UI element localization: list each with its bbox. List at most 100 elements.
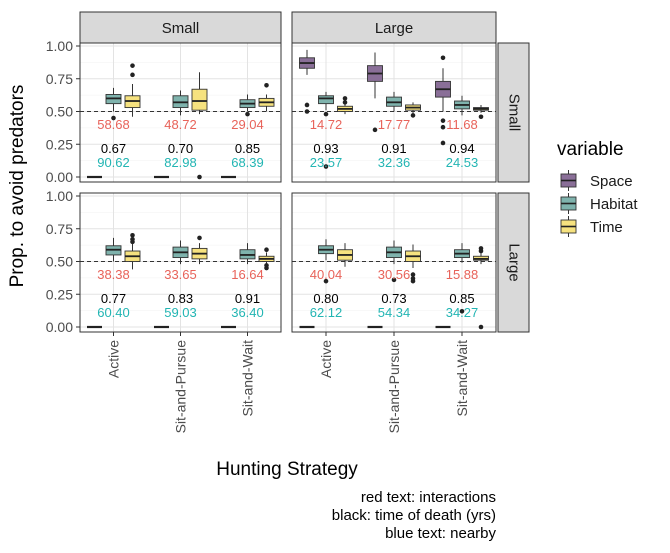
footnote-line: blue text: nearby (385, 525, 496, 542)
facet-strips: Small Large Small Large (79, 11, 530, 333)
label-nearby: 90.62 (97, 155, 130, 170)
footnote-line: black: time of death (yrs) (332, 507, 496, 524)
y-axes: 0.00 0.25 0.50 0.75 1.00 0.00 0.25 0.50 0.75 1.00 (46, 38, 80, 335)
legend-title: variable (557, 139, 624, 160)
y-tick-label: 0.75 (46, 221, 73, 237)
legend-key-time (557, 215, 580, 238)
box-outlier (478, 248, 484, 254)
box-outlier (323, 111, 329, 117)
box-outlier (410, 272, 416, 277)
label-time-of-death: 0.73 (381, 291, 406, 306)
box-outlier (197, 235, 202, 241)
col-strip (291, 11, 497, 44)
label-time-of-death: 0.70 (168, 141, 193, 156)
legend-label: Space (590, 173, 633, 190)
box-time (191, 88, 208, 111)
label-interactions: 30.56 (378, 267, 411, 282)
x-tick-label: Sit-and-Wait (240, 340, 256, 417)
row-strip (497, 42, 530, 183)
y-tick-label: 1.00 (46, 188, 73, 204)
y-tick-label: 0.50 (46, 254, 73, 270)
box-outlier (264, 265, 269, 271)
col-strip-label: Small (162, 20, 200, 37)
x-tick-label: Sit-and-Wait (454, 340, 470, 417)
y-tick-label: 1.00 (46, 38, 73, 54)
box-outlier (264, 247, 269, 253)
legend-label: Time (590, 219, 623, 236)
box-outlier (304, 102, 310, 108)
panels-layer: 58.680.6790.6248.720.7082.9829.040.8568.… (79, 42, 497, 333)
y-tick-label: 0.00 (46, 169, 73, 185)
label-nearby: 54.34 (378, 305, 411, 320)
box-outlier (130, 72, 135, 78)
x-tick-label: Sit-and-Pursue (386, 340, 402, 434)
label-time-of-death: 0.93 (313, 141, 338, 156)
label-interactions: 14.72 (310, 117, 343, 132)
box-outlier (197, 174, 202, 180)
box-outlier (478, 324, 484, 330)
label-nearby: 62.12 (310, 305, 343, 320)
label-interactions: 40.04 (310, 267, 343, 282)
box-outlier (323, 164, 329, 169)
y-axis-title: Prop. to avoid predators (7, 85, 28, 288)
y-tick-label: 0.25 (46, 286, 73, 302)
label-time-of-death: 0.91 (235, 291, 260, 306)
label-nearby: 36.40 (231, 305, 264, 320)
label-interactions: 17.77 (378, 117, 411, 132)
box-habitat (318, 95, 334, 105)
label-interactions: 11.68 (446, 117, 478, 132)
legend-label: Habitat (590, 196, 638, 213)
label-time-of-death: 0.83 (168, 291, 193, 306)
box-outlier (440, 140, 446, 146)
label-time-of-death: 0.85 (449, 291, 474, 306)
box-outlier (410, 113, 416, 118)
label-time-of-death: 0.67 (101, 141, 126, 156)
col-strip (79, 11, 282, 44)
label-nearby: 24.53 (446, 155, 479, 170)
box-outlier (440, 118, 446, 123)
label-nearby: 59.03 (164, 305, 197, 320)
x-axes: Active Sit-and-Pursue Sit-and-Wait Active Si… (106, 332, 470, 434)
label-nearby: 68.39 (231, 155, 264, 170)
box-outlier (342, 96, 348, 101)
box-outlier (130, 63, 135, 68)
box-outlier (264, 83, 269, 88)
label-interactions: 29.04 (231, 117, 264, 132)
y-tick-label: 0.25 (46, 136, 73, 152)
box-outlier (323, 278, 329, 284)
y-tick-label: 0.00 (46, 319, 73, 335)
label-nearby: 34.27 (446, 305, 479, 320)
label-time-of-death: 0.94 (449, 141, 474, 156)
legend-key-habitat (557, 192, 580, 215)
x-axis-title: Hunting Strategy (216, 459, 358, 480)
label-nearby: 32.36 (378, 155, 411, 170)
label-time-of-death: 0.91 (381, 141, 406, 156)
label-nearby: 23.57 (310, 155, 343, 170)
row-strip (497, 192, 530, 333)
box-outlier (459, 308, 465, 314)
box-outlier (342, 100, 348, 105)
box-outlier (440, 124, 446, 130)
label-time-of-death: 0.80 (313, 291, 338, 306)
box-outlier (111, 115, 116, 121)
label-interactions: 15.88 (446, 267, 479, 282)
box-outlier (391, 277, 397, 283)
box-outlier (130, 239, 135, 245)
y-tick-label: 0.75 (46, 71, 73, 87)
label-interactions: 16.64 (231, 267, 264, 282)
label-interactions: 38.38 (97, 267, 130, 282)
row-strip-label: Small (506, 94, 523, 132)
label-interactions: 58.68 (97, 117, 130, 132)
x-tick-label: Active (318, 340, 334, 378)
box-outlier (440, 55, 446, 61)
col-strip-label: Large (375, 20, 413, 37)
box-outlier (410, 278, 416, 284)
box-outlier (304, 109, 310, 114)
label-nearby: 82.98 (164, 155, 197, 170)
box-outlier (372, 127, 378, 133)
row-strip-label: Large (506, 243, 523, 281)
legend-key-space (557, 169, 580, 192)
